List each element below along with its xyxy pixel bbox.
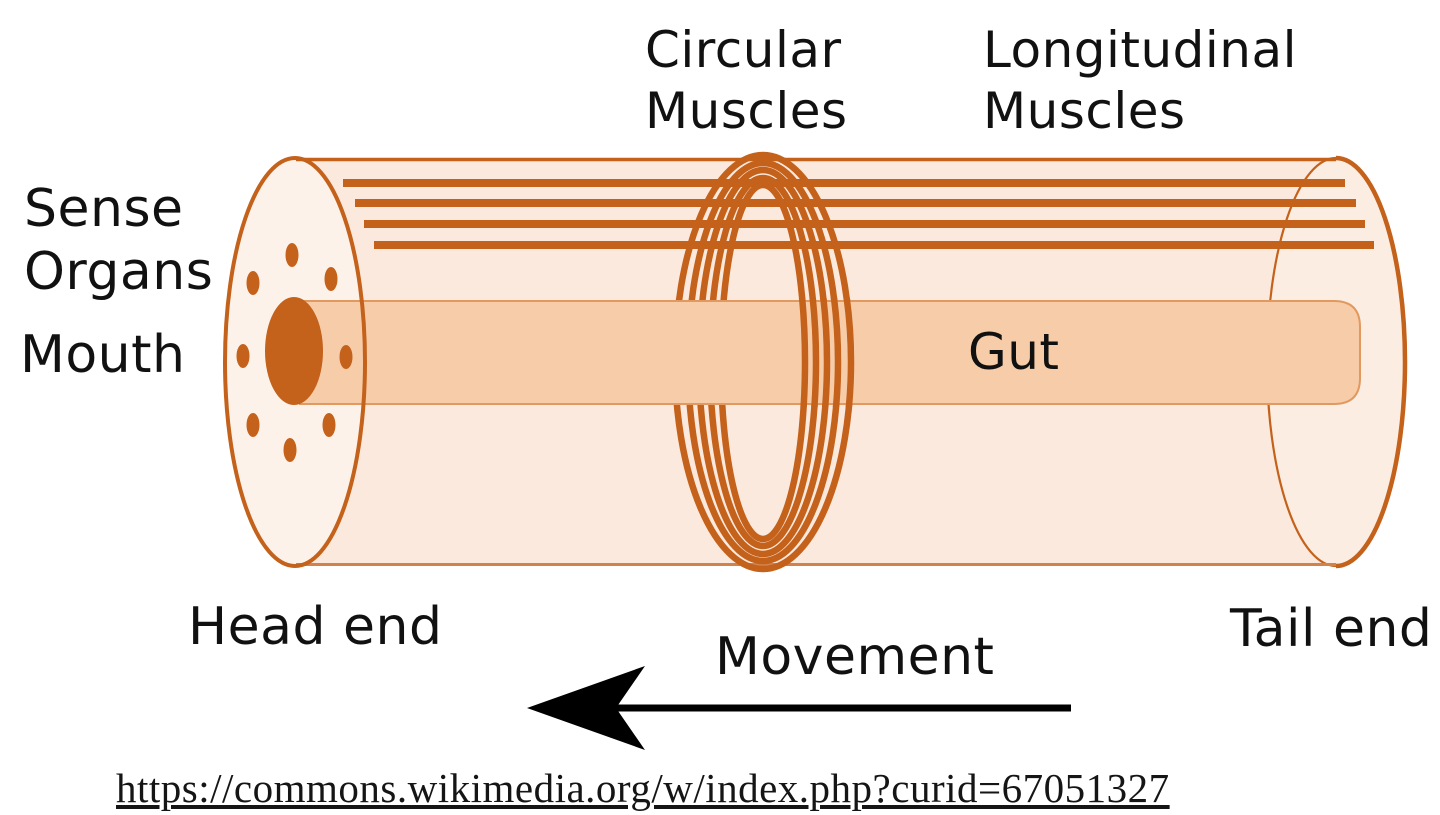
head-face-outline bbox=[223, 156, 367, 568]
tail-end-label: Tail end bbox=[1230, 599, 1433, 659]
circular-muscle-rings-front bbox=[798, 298, 855, 407]
movement-arrowhead-icon bbox=[527, 666, 645, 750]
sense-organ-dots bbox=[236, 243, 353, 462]
source-url-link[interactable]: https://commons.wikimedia.org/w/index.ph… bbox=[116, 765, 1170, 811]
sense-organ-dot bbox=[283, 438, 297, 462]
longitudinal-muscle-lines bbox=[343, 179, 1374, 249]
sense-organ-dot bbox=[324, 267, 338, 291]
sense-organ-dot bbox=[246, 271, 260, 295]
longitudinal-muscles-label: Longitudinal Muscles bbox=[983, 21, 1298, 140]
circular-muscles-label: Circular Muscles bbox=[645, 21, 848, 140]
sense-organs-label: Sense Organs bbox=[24, 179, 214, 302]
circular-muscle-ring bbox=[820, 298, 831, 407]
circular-muscle-ring bbox=[830, 298, 842, 407]
mouth-label: Mouth bbox=[20, 325, 186, 385]
sense-organ-dot bbox=[339, 345, 353, 369]
sense-organ-dot bbox=[285, 243, 299, 267]
movement-label: Movement bbox=[715, 627, 995, 687]
gut-label: Gut bbox=[968, 323, 1060, 381]
tail-outer-edge bbox=[1335, 155, 1408, 569]
movement-arrow bbox=[527, 666, 1071, 750]
sense-organ-dot bbox=[246, 413, 260, 437]
circular-muscle-ring bbox=[843, 298, 855, 407]
mouth-shape bbox=[265, 297, 323, 405]
sense-organ-dot bbox=[322, 413, 336, 437]
head-end-label: Head end bbox=[188, 597, 443, 657]
sense-organ-dot bbox=[236, 344, 250, 368]
circular-muscle-ring bbox=[798, 298, 809, 407]
circular-muscle-ring bbox=[809, 298, 820, 407]
